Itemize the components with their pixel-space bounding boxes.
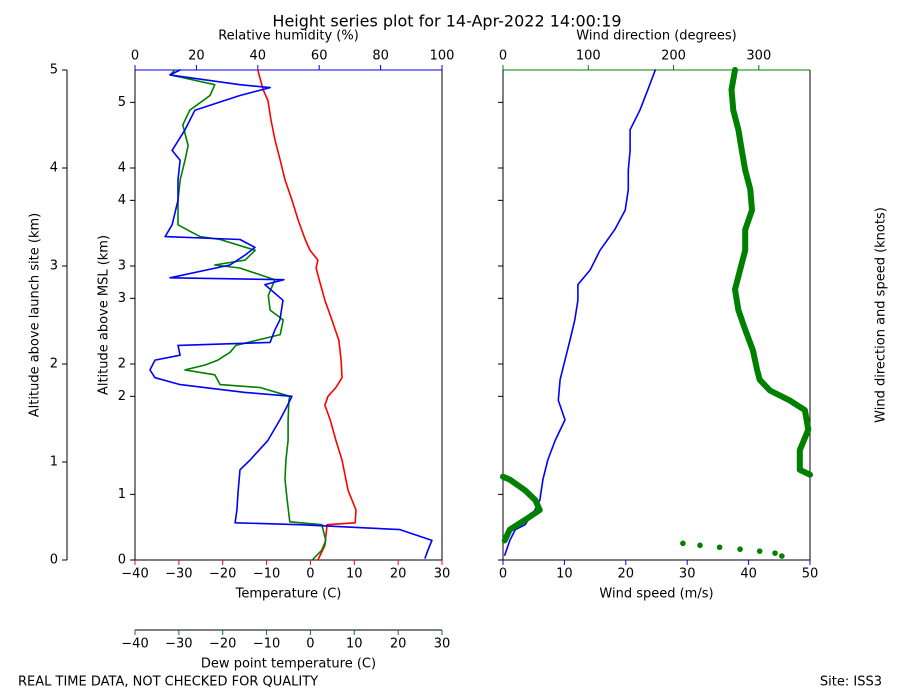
data-point — [697, 542, 703, 549]
tick-label: 0 — [306, 567, 314, 582]
tick-label: 80 — [372, 49, 389, 64]
axis-label: Temperature (C) — [235, 587, 342, 602]
tick-label: 20 — [390, 637, 407, 652]
tick-label: −10 — [253, 637, 280, 652]
axis-label: Altitude above MSL (km) — [97, 235, 112, 395]
data-point — [737, 546, 743, 553]
tick-label: −10 — [253, 567, 280, 582]
data-point — [772, 550, 778, 556]
tick-label: 2 — [50, 357, 58, 372]
data-point — [716, 544, 723, 551]
tick-label: 40 — [250, 49, 267, 64]
axis-label: Relative humidity (%) — [218, 29, 359, 44]
tick-label: 10 — [556, 567, 573, 582]
tick-label: 0 — [131, 49, 139, 64]
axis-label: Altitude above launch site (km) — [28, 213, 43, 417]
profile-line — [257, 69, 357, 561]
tick-label: 40 — [740, 567, 757, 582]
tick-label: 30 — [434, 567, 451, 582]
tick-label: 100 — [430, 49, 455, 64]
footer-note: REAL TIME DATA, NOT CHECKED FOR QUALITY — [18, 675, 318, 690]
tick-label: 60 — [311, 49, 328, 64]
tick-label: 20 — [390, 567, 407, 582]
data-point — [779, 553, 785, 559]
tick-label: 1 — [118, 487, 126, 502]
tick-label: 200 — [661, 49, 686, 64]
tick-label: −20 — [209, 637, 236, 652]
data-point — [680, 540, 686, 547]
tick-label: 2 — [118, 357, 126, 372]
axis-label: Dew point temperature (C) — [201, 657, 376, 672]
profile-line — [500, 67, 813, 544]
tick-label: 1 — [50, 455, 58, 470]
tick-label: 4 — [50, 161, 58, 176]
tick-label: 0 — [118, 553, 126, 568]
tick-label: 20 — [188, 49, 205, 64]
tick-label: 50 — [802, 567, 819, 582]
site-label: Site: ISS3 — [820, 675, 882, 690]
tick-label: 3 — [118, 259, 126, 274]
axis-label: Wind direction and speed (knots) — [874, 207, 889, 423]
tick-label: 0 — [499, 49, 507, 64]
axis-label: Wind speed (m/s) — [599, 587, 713, 602]
tick-label: 300 — [746, 49, 771, 64]
chart-title: Height series plot for 14-Apr-2022 14:00… — [272, 12, 621, 31]
tick-label: 5 — [50, 63, 58, 78]
tick-label: 3 — [50, 259, 58, 274]
tick-label: 4 — [118, 193, 126, 208]
tick-label: −20 — [209, 567, 236, 582]
axis-label: Wind direction (degrees) — [576, 29, 736, 44]
tick-label: 2 — [118, 389, 126, 404]
tick-label: −30 — [165, 637, 192, 652]
tick-label: 5 — [118, 95, 126, 110]
tick-label: 0 — [499, 567, 507, 582]
tick-label: 4 — [118, 161, 126, 176]
tick-label: −40 — [121, 637, 148, 652]
tick-label: 30 — [434, 637, 451, 652]
profile-line — [149, 69, 433, 559]
tick-label: 0 — [50, 553, 58, 568]
tick-label: 100 — [576, 49, 601, 64]
data-point — [756, 548, 763, 554]
tick-label: 20 — [618, 567, 635, 582]
tick-label: −30 — [165, 567, 192, 582]
tick-label: 10 — [346, 567, 363, 582]
tick-label: 0 — [306, 637, 314, 652]
tick-label: 3 — [118, 291, 126, 306]
tick-label: 30 — [679, 567, 696, 582]
tick-label: 10 — [346, 637, 363, 652]
profile-line — [169, 69, 327, 561]
tick-label: −40 — [121, 567, 148, 582]
